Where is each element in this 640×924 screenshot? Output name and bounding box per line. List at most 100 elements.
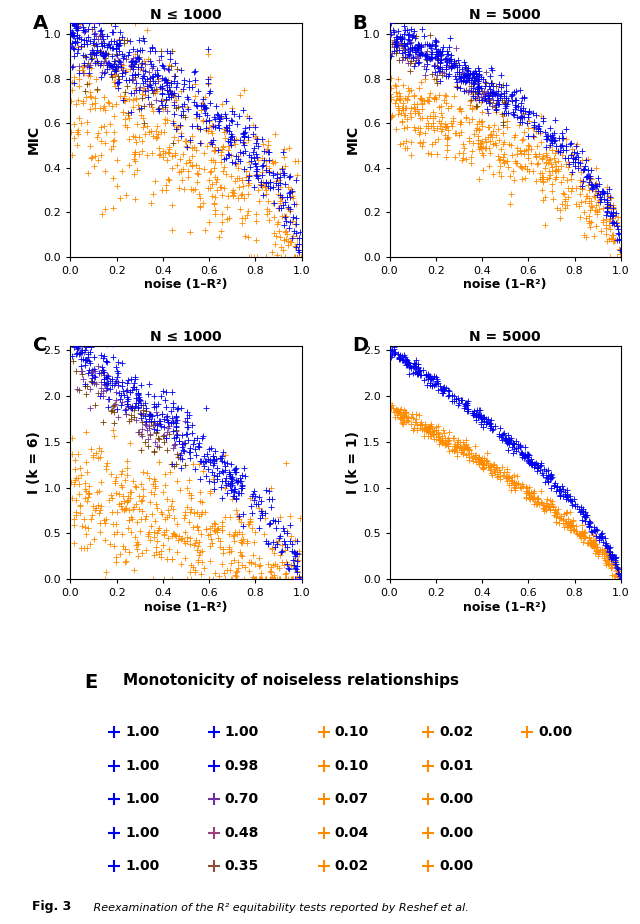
Point xyxy=(78,60,88,75)
Point xyxy=(144,377,154,392)
Point xyxy=(131,538,141,553)
Point xyxy=(476,70,486,85)
Point xyxy=(134,82,144,97)
Point xyxy=(599,542,609,557)
Point xyxy=(191,107,202,122)
Point xyxy=(79,541,90,555)
Point xyxy=(504,468,515,483)
Point xyxy=(272,248,282,262)
Point xyxy=(454,65,464,79)
Point xyxy=(99,47,109,62)
Point xyxy=(67,28,77,43)
Point xyxy=(476,408,486,423)
Point xyxy=(407,407,417,421)
Point xyxy=(424,51,434,66)
Point xyxy=(91,46,101,61)
Point xyxy=(520,448,530,463)
Point xyxy=(203,76,213,91)
Point xyxy=(586,214,596,229)
Point xyxy=(210,170,220,185)
Point xyxy=(134,390,144,405)
Point xyxy=(402,36,412,51)
Text: 0.00: 0.00 xyxy=(439,826,474,840)
Point xyxy=(277,161,287,176)
Point xyxy=(540,125,550,140)
Point xyxy=(499,136,509,151)
Point xyxy=(246,153,257,168)
Point xyxy=(426,50,436,65)
Point xyxy=(127,54,137,68)
Point xyxy=(147,507,157,522)
Point xyxy=(584,514,594,529)
Point xyxy=(510,92,520,107)
Point xyxy=(614,233,625,248)
Point xyxy=(421,46,431,61)
Point xyxy=(467,102,477,116)
Point xyxy=(276,191,286,206)
Point xyxy=(539,504,549,518)
Point xyxy=(248,141,259,156)
Point xyxy=(179,511,189,526)
Point xyxy=(70,18,81,33)
Point xyxy=(390,95,400,110)
Point xyxy=(458,152,468,167)
Point xyxy=(460,67,470,82)
Point xyxy=(469,73,479,88)
Point xyxy=(467,144,477,159)
Point xyxy=(481,87,492,102)
Point xyxy=(138,91,148,106)
Point xyxy=(86,374,97,389)
Point xyxy=(401,22,412,37)
Point xyxy=(611,216,621,231)
Point xyxy=(80,491,90,505)
Point xyxy=(387,108,397,123)
Point xyxy=(224,210,234,225)
Point xyxy=(571,150,581,164)
Point xyxy=(102,38,113,53)
Point xyxy=(225,132,236,147)
Point xyxy=(196,136,206,151)
Point xyxy=(123,373,133,388)
Point xyxy=(233,561,243,576)
Point xyxy=(279,218,289,233)
Point xyxy=(109,398,120,413)
Point xyxy=(157,150,168,164)
Point xyxy=(458,146,468,161)
Point xyxy=(265,572,275,587)
Point xyxy=(411,353,421,368)
Point xyxy=(115,546,125,561)
Point xyxy=(122,489,132,504)
Point xyxy=(294,547,304,562)
Point xyxy=(444,52,454,67)
Point xyxy=(253,152,264,167)
Point xyxy=(607,215,618,230)
Point xyxy=(518,479,528,493)
Point xyxy=(193,121,203,136)
Point xyxy=(236,534,246,549)
Point xyxy=(292,534,302,549)
Point xyxy=(490,87,500,102)
Point xyxy=(118,104,128,119)
Point xyxy=(143,529,154,543)
Point xyxy=(71,96,81,111)
Point xyxy=(77,16,87,30)
Point xyxy=(236,532,246,547)
Point xyxy=(100,565,111,580)
Point xyxy=(95,380,106,395)
Point xyxy=(90,148,100,163)
Point xyxy=(461,395,471,410)
Point xyxy=(477,454,487,468)
Point xyxy=(76,541,86,555)
Point xyxy=(610,550,620,565)
Point xyxy=(500,470,511,485)
Point xyxy=(602,553,612,568)
Point xyxy=(443,383,453,397)
Point xyxy=(433,430,443,444)
Point xyxy=(448,114,458,128)
Point xyxy=(414,408,424,423)
Point xyxy=(462,404,472,419)
Point xyxy=(464,70,474,85)
Point xyxy=(287,572,298,587)
Point xyxy=(438,379,449,394)
Point xyxy=(204,442,214,456)
